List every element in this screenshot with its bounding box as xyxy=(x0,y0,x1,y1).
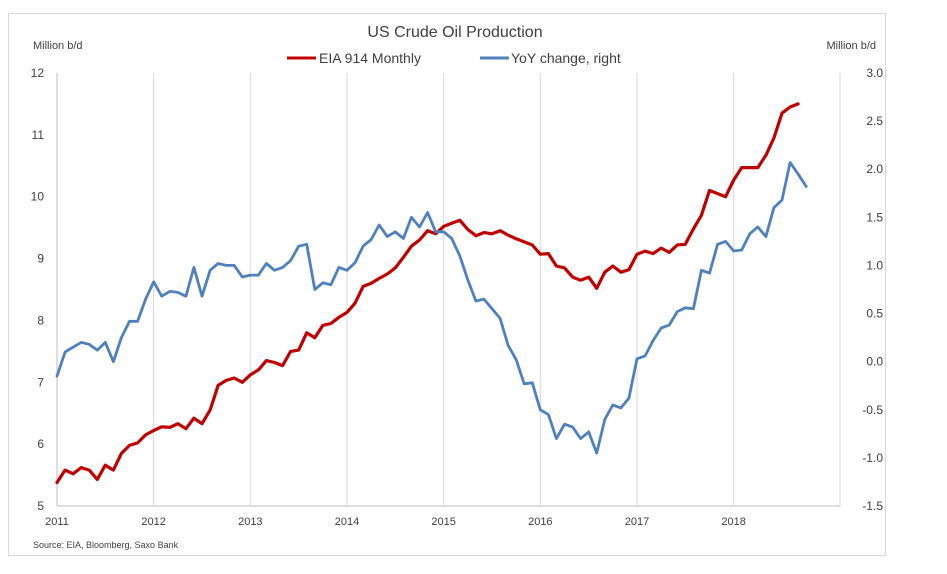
series-line-eia-914-monthly xyxy=(55,102,800,485)
left-y-tick-label: 5 xyxy=(37,499,44,513)
left-axis-tick-labels: 5 6 7 8 9 10 11 12 xyxy=(31,66,45,513)
right-y-tick-label: 2.0 xyxy=(866,162,883,176)
x-tick-label: 2012 xyxy=(141,516,165,528)
right-y-tick-label: -1.0 xyxy=(862,451,883,465)
x-tick-label: 2018 xyxy=(721,516,745,528)
legend-label-eia-914-monthly: EIA 914 Monthly xyxy=(319,50,421,66)
chart-frame xyxy=(8,13,886,556)
source-note: Source: EIA, Bloomberg, Saxo Bank xyxy=(33,540,179,550)
x-tick-label: 2016 xyxy=(528,516,552,528)
chart-title: US Crude Oil Production xyxy=(367,24,542,41)
right-y-tick-label: 3.0 xyxy=(866,66,883,80)
x-tick-label: 2014 xyxy=(335,516,359,528)
right-axis-unit-label: Million b/d xyxy=(826,40,876,52)
left-y-tick-label: 8 xyxy=(37,313,44,327)
legend: EIA 914 Monthly YoY change, right xyxy=(287,50,621,66)
right-axis-tick-labels: -1.5 -1.0 -0.5 0.0 0.5 1.0 1.5 2.0 2.5 3.0 xyxy=(862,66,883,513)
right-y-tick-label: 2.5 xyxy=(866,114,883,128)
left-y-tick-label: 10 xyxy=(31,190,45,204)
right-y-tick-label: 1.0 xyxy=(866,258,883,272)
axes xyxy=(56,73,840,507)
right-y-tick-label: -0.5 xyxy=(862,403,883,417)
left-y-tick-label: 6 xyxy=(37,437,44,451)
legend-label-yoy-change: YoY change, right xyxy=(511,50,621,66)
right-y-tick-label: -1.5 xyxy=(862,499,883,513)
series-lines xyxy=(55,102,808,485)
x-tick-label: 2017 xyxy=(625,516,649,528)
left-axis-unit-label: Million b/d xyxy=(33,40,83,52)
vertical-gridlines xyxy=(153,73,841,506)
series-line-yoy-change xyxy=(55,161,808,455)
x-axis-tick-labels: 2011 2012 2013 2014 2015 2016 2017 2018 xyxy=(45,516,746,528)
right-y-tick-label: 0.5 xyxy=(866,307,883,321)
x-tick-label: 2011 xyxy=(45,516,69,528)
left-y-tick-label: 7 xyxy=(37,375,44,389)
right-y-tick-label: 1.5 xyxy=(866,210,883,224)
left-y-tick-label: 9 xyxy=(37,252,44,266)
x-tick-label: 2013 xyxy=(238,516,262,528)
right-y-tick-label: 0.0 xyxy=(866,355,883,369)
left-y-tick-label: 11 xyxy=(32,128,45,142)
left-y-tick-label: 12 xyxy=(31,66,45,80)
x-tick-label: 2015 xyxy=(431,516,455,528)
